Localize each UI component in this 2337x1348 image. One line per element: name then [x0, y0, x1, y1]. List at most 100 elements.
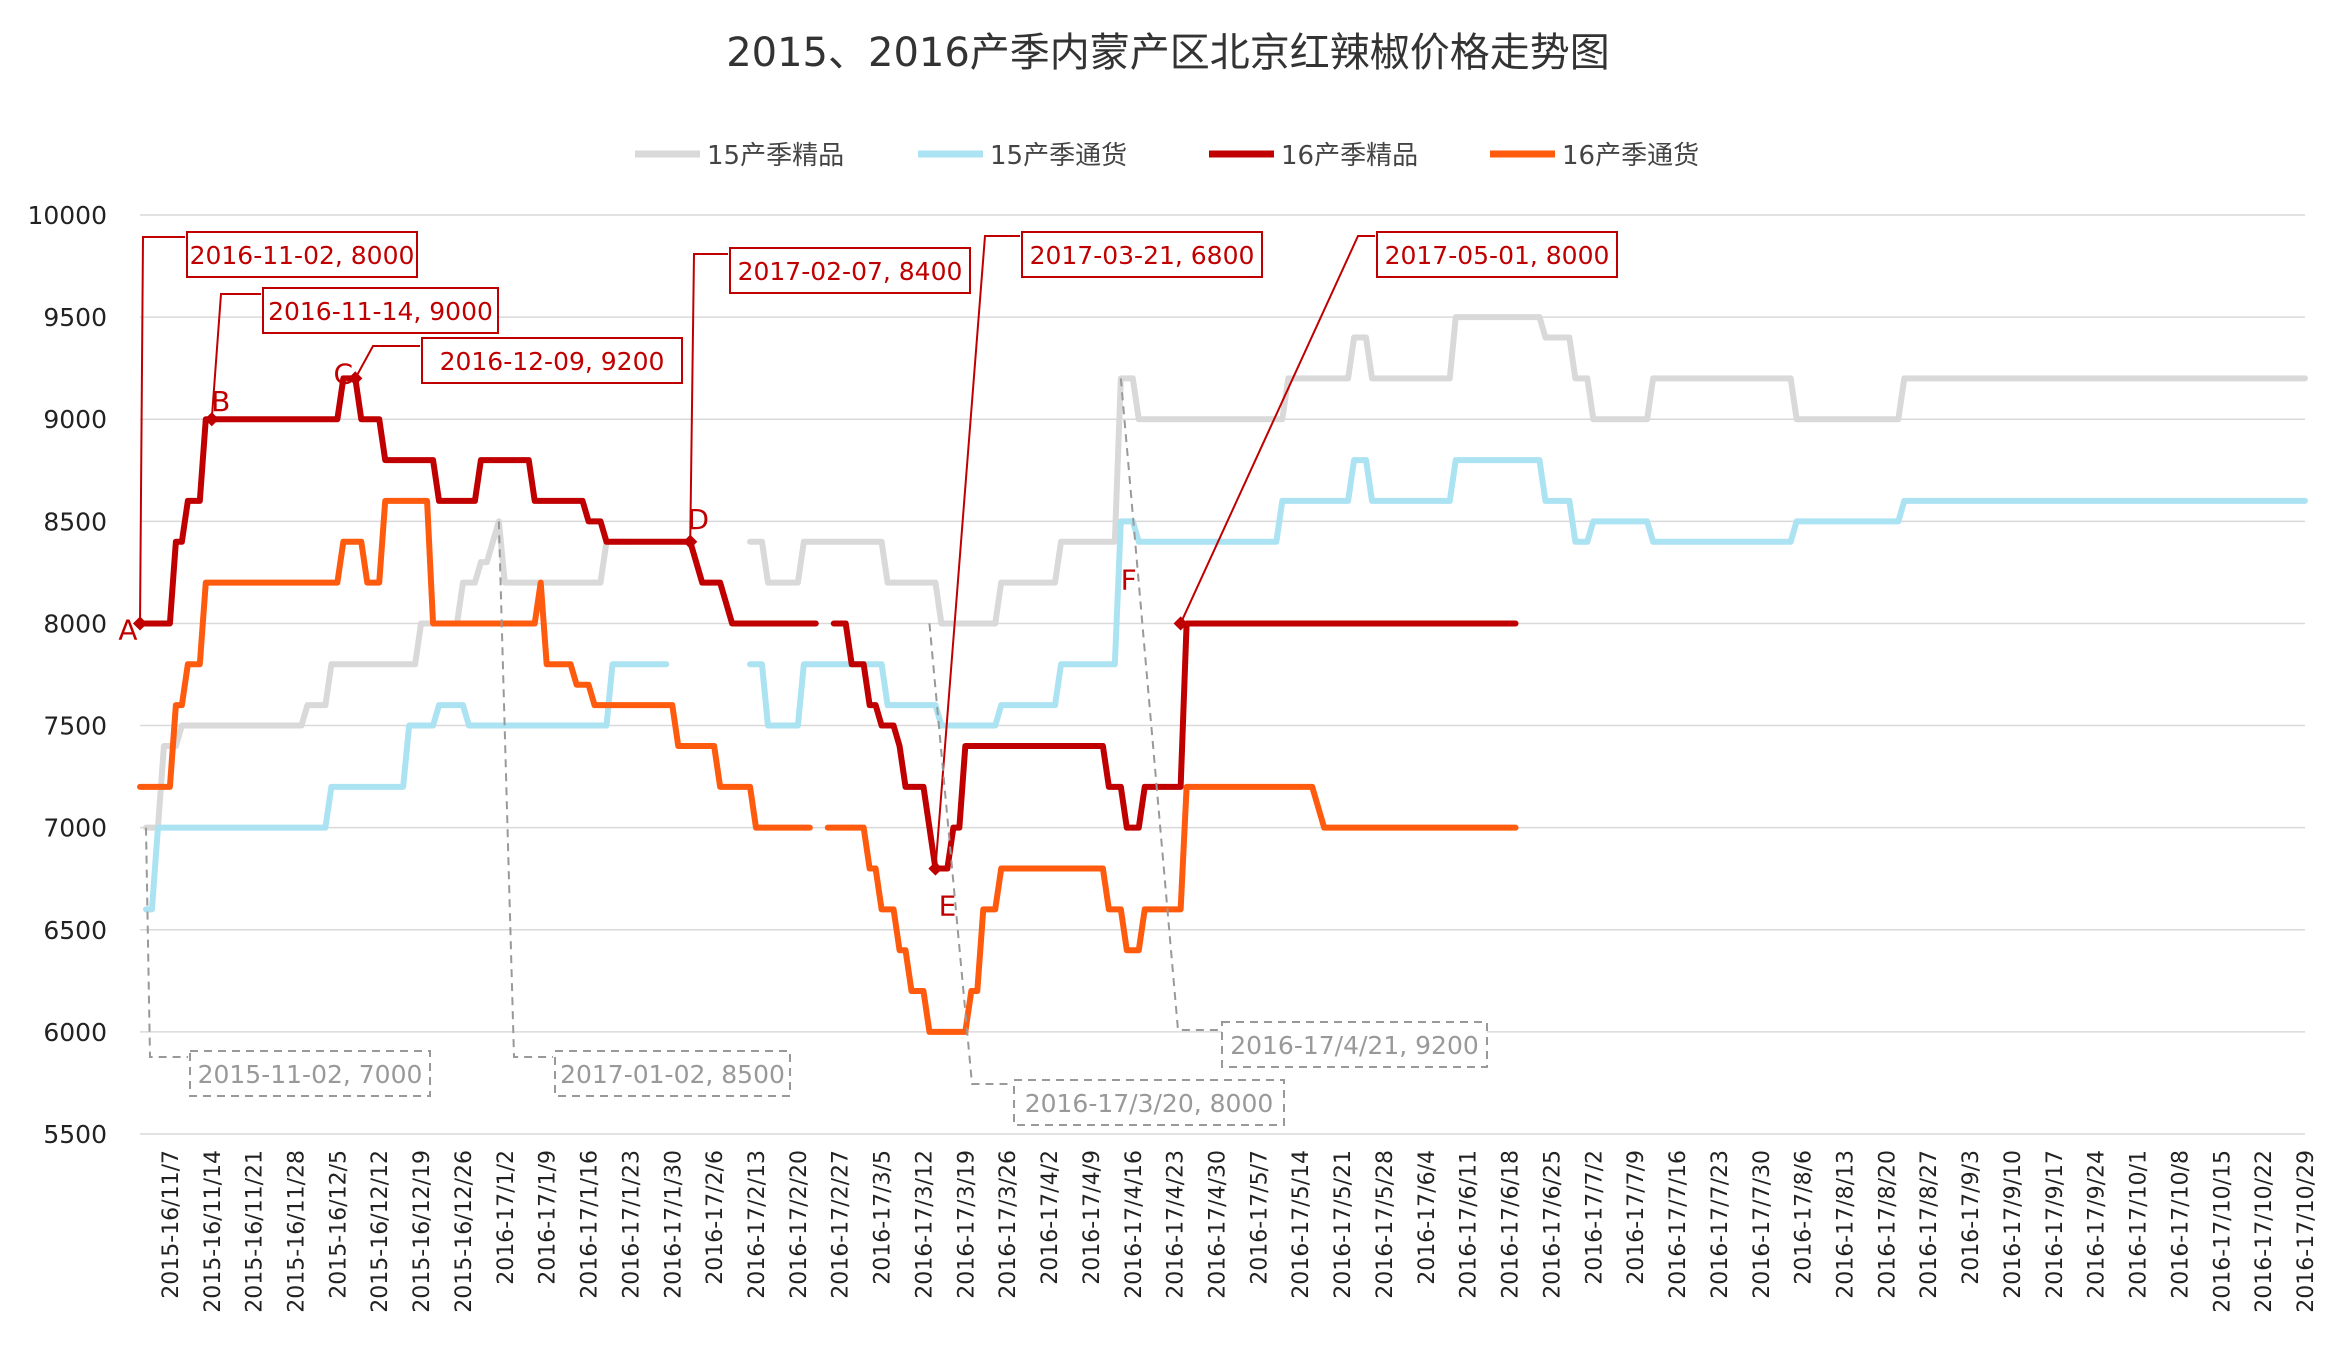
legend-label-15-common: 15产季通货 [990, 141, 1127, 171]
x-tick-label: 2016-17/1/9 [536, 1150, 561, 1285]
annotation-label: 2017-05-01, 8000 [1385, 241, 1610, 270]
x-tick-label: 2016-17/10/1 [2127, 1150, 2152, 1299]
y-tick-label: 10000 [27, 201, 107, 230]
y-tick-label: 7500 [43, 712, 107, 741]
annotation-letter: C [334, 357, 354, 390]
annotation-letter: F [1121, 563, 1137, 596]
x-tick-label: 2016-17/10/8 [2168, 1150, 2193, 1299]
annotation-leader [1179, 235, 1375, 624]
x-tick-label: 2015-16/12/12 [368, 1150, 393, 1313]
x-tick-label: 2016-17/5/14 [1289, 1150, 1314, 1299]
annotation-marker [683, 534, 698, 549]
x-tick-label: 2016-17/1/23 [619, 1150, 644, 1299]
x-tick-label: 2016-17/2/6 [703, 1150, 728, 1285]
x-tick-label: 2016-17/7/23 [1708, 1150, 1733, 1299]
x-tick-label: 2016-17/8/6 [1792, 1150, 1817, 1285]
annotation-leader [928, 623, 1012, 1085]
annotation-leader [354, 345, 420, 379]
annotation-label: 2016-12-09, 9200 [440, 347, 665, 376]
legend-item-15-premium: 15产季精品 [635, 141, 844, 171]
annotation-box [554, 1050, 791, 1097]
x-tick-label: 2016-17/4/16 [1122, 1150, 1147, 1299]
annotation-label: 2016-17/3/20, 8000 [1025, 1089, 1274, 1118]
x-tick-label: 2016-17/8/20 [1875, 1150, 1900, 1299]
x-tick-label: 2016-17/7/9 [1624, 1150, 1649, 1285]
annotation-marker [348, 371, 363, 386]
y-axis: 5500 6000 6500 7000 7500 8000 8500 9000 9500 1000… [27, 201, 107, 1149]
x-tick-label: 2016-17/6/11 [1457, 1150, 1482, 1299]
annotation-marker [132, 616, 148, 631]
x-tick-label: 2016-17/6/25 [1540, 1150, 1565, 1299]
chart-title: 2015、2016产季内蒙产区北京红辣椒价格走势图 [726, 30, 1610, 76]
annotation-box [262, 287, 499, 334]
y-tick-label: 6000 [43, 1018, 107, 1047]
x-tick-label: 2016-17/9/10 [2001, 1150, 2026, 1299]
annotation-label: 2016-11-14, 9000 [268, 297, 493, 326]
series-line-2 [747, 457, 2308, 729]
x-tick-label: 2016-17/5/21 [1331, 1150, 1356, 1299]
x-tick-label: 2016-17/8/27 [1917, 1150, 1942, 1299]
x-tick-label: 2016-17/4/30 [1206, 1150, 1231, 1299]
x-tick-label: 2016-17/5/7 [1247, 1150, 1272, 1285]
annotation-letter: E [939, 890, 957, 923]
series-lines [137, 314, 2308, 1035]
x-tick-label: 2015-16/12/5 [326, 1150, 351, 1299]
annotation-marker [1173, 616, 1188, 631]
annotation-label: 2015-11-02, 7000 [198, 1060, 423, 1089]
annotation-box [1221, 1021, 1488, 1068]
annotation-label: 2017-03-21, 6800 [1030, 241, 1255, 270]
legend-label-16-premium: 16产季精品 [1281, 141, 1418, 171]
x-tick-label: 2016-17/1/16 [578, 1150, 603, 1299]
x-tick-label: 2016-17/3/5 [871, 1150, 896, 1285]
annotation-label: 2016-17/4/21, 9200 [1230, 1031, 1479, 1060]
x-tick-label: 2016-17/3/26 [996, 1150, 1021, 1299]
x-tick-label: 2016-17/6/18 [1499, 1150, 1524, 1299]
x-tick-label: 2016-17/1/2 [494, 1150, 519, 1285]
legend: 15产季精品 15产季通货 16产季精品 16产季通货 [635, 141, 1699, 171]
annotation-marker [928, 861, 943, 876]
annotation-label: 2016-11-02, 8000 [190, 241, 415, 270]
x-tick-label: 2016-17/10/15 [2210, 1150, 2235, 1313]
x-tick-label: 2015-16/11/14 [201, 1150, 226, 1313]
annotation-leader [144, 827, 188, 1058]
x-tick-label: 2016-17/7/2 [1582, 1150, 1607, 1285]
annotation-box [1013, 1079, 1285, 1126]
x-tick-label: 2016-17/9/3 [1959, 1150, 1984, 1285]
annotation-letter: D [687, 503, 709, 536]
x-tick-label: 2015-16/12/19 [410, 1150, 435, 1313]
annotation-box [1021, 231, 1263, 278]
x-tick-label: 2015-16/12/26 [452, 1150, 477, 1313]
annotation-box [421, 337, 683, 384]
annotation-marker [204, 412, 219, 427]
legend-label-16-common: 16产季通货 [1562, 141, 1699, 171]
x-tick-label: 2016-17/2/20 [787, 1150, 812, 1299]
annotation-label: 2017-02-07, 8400 [738, 257, 963, 286]
legend-label-15-premium: 15产季精品 [707, 141, 844, 171]
annotation-leader [210, 293, 261, 420]
x-tick-label: 2016-17/4/9 [1080, 1150, 1105, 1285]
x-tick-label: 2016-17/2/13 [745, 1150, 770, 1299]
y-tick-label: 7000 [43, 814, 107, 843]
x-tick-label: 2016-17/4/23 [1164, 1150, 1189, 1299]
series-line-3 [830, 620, 1519, 872]
x-tick-label: 2016-17/10/22 [2252, 1150, 2277, 1313]
annotation-letter: A [118, 613, 137, 646]
x-tick-label: 2016-17/3/19 [954, 1150, 979, 1299]
legend-item-16-premium: 16产季精品 [1209, 141, 1418, 171]
x-tick-label: 2015-16/11/21 [243, 1150, 268, 1313]
x-tick-label: 2016-17/10/29 [2294, 1150, 2319, 1313]
annotation-box [189, 1050, 431, 1097]
x-tick-label: 2016-17/7/30 [1750, 1150, 1775, 1299]
annotation-box [186, 231, 418, 278]
x-tick-label: 2016-17/1/30 [661, 1150, 686, 1299]
x-tick-label: 2016-17/9/17 [2043, 1150, 2068, 1299]
annotation-box [729, 247, 971, 294]
x-tick-label: 2016-17/7/16 [1666, 1150, 1691, 1299]
x-tick-label: 2016-17/2/27 [829, 1150, 854, 1299]
y-tick-label: 9000 [43, 405, 107, 434]
x-tick-label: 2015-16/11/28 [284, 1150, 309, 1313]
series-line-4 [137, 497, 813, 831]
x-tick-label: 2016-17/4/2 [1038, 1150, 1063, 1285]
annotations: 2016-11-02, 8000 A 2016-11-14, 9000 B 2016-1… [118, 231, 1618, 1126]
